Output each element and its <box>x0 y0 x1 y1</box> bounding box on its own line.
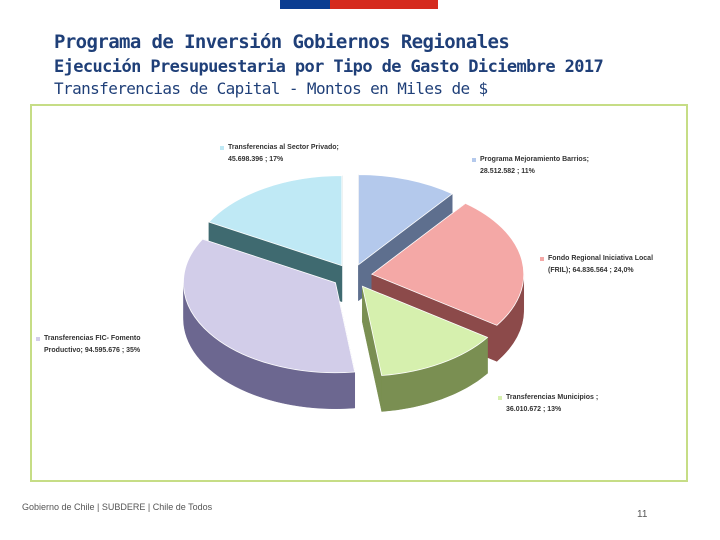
data-label-1-line-1: (FRIL); 64.836.564 ; 24,0% <box>548 267 634 274</box>
flag-bar <box>0 0 720 12</box>
data-label-4-line-0: Transferencias al Sector Privado; <box>228 144 339 151</box>
page-title: Programa de Inversión Gobiernos Regional… <box>54 31 510 53</box>
flag-red-stripe <box>330 0 438 9</box>
data-label-marker-1 <box>540 257 544 261</box>
page-subtitle-units: Transferencias de Capital - Montos en Mi… <box>54 79 488 98</box>
data-label-marker-4 <box>220 146 224 150</box>
chart-frame: Programa Mejoramiento Barrios; 28.512.582… <box>30 104 688 482</box>
data-label-3-line-0: Transferencias FIC- Fomento <box>44 335 140 342</box>
data-label-2-line-0: Transferencias Municipios ; <box>506 394 598 401</box>
data-label-marker-0 <box>472 158 476 162</box>
data-label-marker-3 <box>36 337 40 341</box>
page-number: 11 <box>637 509 648 520</box>
data-label-1-line-0: Fondo Regional Iniciativa Local <box>548 255 653 262</box>
pie-slice-3 <box>183 238 356 409</box>
flag-blue-stripe <box>280 0 330 9</box>
footer-text: Gobierno de Chile | SUBDERE | Chile de T… <box>22 502 213 512</box>
data-label-2-line-1: 36.010.672 ; 13% <box>506 406 562 413</box>
data-label-marker-2 <box>498 396 502 400</box>
pie-slice-2 <box>361 285 489 412</box>
data-label-4-line-1: 45.698.396 ; 17% <box>228 156 284 163</box>
data-label-3-line-1: Productivo; 94.595.676 ; 35% <box>44 347 141 354</box>
pie-chart: Programa Mejoramiento Barrios; 28.512.582… <box>36 144 653 413</box>
data-label-0-line-0: Programa Mejoramiento Barrios; <box>480 156 589 163</box>
data-label-0-line-1: 28.512.582 ; 11% <box>480 168 536 175</box>
page-subtitle: Ejecución Presupuestaria por Tipo de Gas… <box>54 57 604 77</box>
